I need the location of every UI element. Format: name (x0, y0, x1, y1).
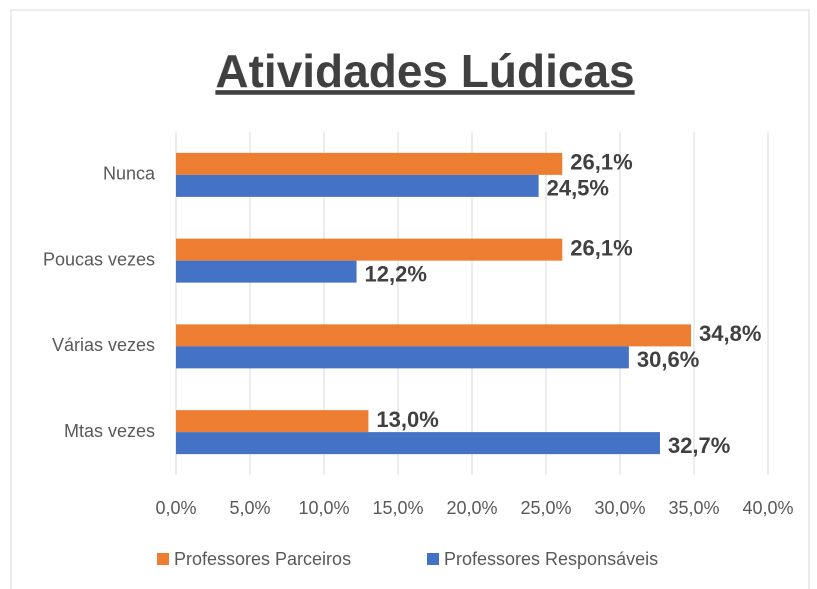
x-tick-label: 10,0% (298, 498, 349, 518)
x-tick-label: 40,0% (742, 498, 793, 518)
legend-swatch (157, 553, 169, 565)
value-label: 26,1% (570, 150, 632, 175)
value-label: 24,5% (547, 176, 609, 201)
legend-label: Professores Responsáveis (444, 549, 658, 569)
value-label: 32,7% (668, 433, 730, 458)
legend-swatch (427, 553, 439, 565)
value-label: 12,2% (365, 261, 427, 286)
value-label: 13,0% (376, 407, 438, 432)
y-tick-label: Mtas vezes (64, 421, 155, 441)
bar (176, 174, 539, 197)
bar (176, 346, 629, 369)
x-tick-label: 0,0% (155, 498, 196, 518)
bar (176, 238, 563, 261)
legend-label: Professores Parceiros (174, 549, 351, 569)
chart-title: Atividades Lúdicas (215, 45, 634, 97)
x-tick-label: 15,0% (372, 498, 423, 518)
value-label: 34,8% (699, 321, 761, 346)
bar (176, 410, 369, 433)
x-tick-label: 25,0% (520, 498, 571, 518)
value-label: 26,1% (570, 235, 632, 260)
x-tick-label: 35,0% (668, 498, 719, 518)
x-tick-label: 30,0% (594, 498, 645, 518)
bar (176, 152, 563, 175)
value-label: 30,6% (637, 347, 699, 372)
x-tick-label: 20,0% (446, 498, 497, 518)
bar (176, 260, 357, 283)
x-tick-label: 5,0% (229, 498, 270, 518)
bar (176, 432, 660, 455)
y-tick-label: Poucas vezes (43, 249, 155, 269)
y-tick-label: Nunca (103, 164, 156, 184)
chart-frame (10, 9, 810, 589)
bar (176, 324, 692, 347)
y-tick-label: Várias vezes (52, 335, 155, 355)
